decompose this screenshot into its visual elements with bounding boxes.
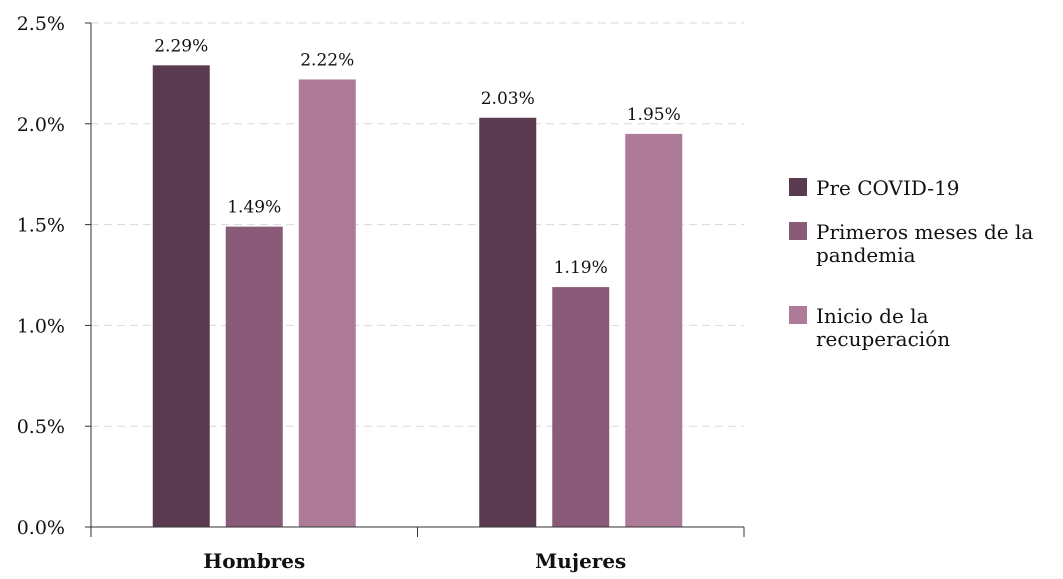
bar xyxy=(552,287,610,527)
legend-swatch xyxy=(789,222,807,240)
legend-label: Inicio de la recuperación xyxy=(816,304,950,351)
data-label: 2.29% xyxy=(154,36,208,56)
bar xyxy=(298,79,356,527)
legend-swatch xyxy=(789,306,807,324)
data-labels: 2.29% 1.49% 2.22% 2.03% 1.19% 1.95% xyxy=(154,36,681,278)
y-tick-label: 2.5% xyxy=(17,13,65,35)
bar xyxy=(225,226,283,527)
legend-label: Primeros meses de la pandemia xyxy=(816,220,1033,267)
data-label: 2.22% xyxy=(300,50,354,70)
bar xyxy=(625,133,683,527)
bar xyxy=(479,117,537,527)
data-label: 1.19% xyxy=(554,258,608,278)
legend-label: Pre COVID-19 xyxy=(816,176,960,200)
y-tick-label: 0.0% xyxy=(17,517,65,539)
x-category-label: Mujeres xyxy=(535,549,626,573)
y-tick-label: 1.5% xyxy=(17,215,65,237)
bars xyxy=(152,65,683,527)
data-label: 2.03% xyxy=(481,89,535,109)
y-tick-label: 1.0% xyxy=(17,315,65,337)
y-tick-label: 2.0% xyxy=(17,114,65,136)
legend-swatch xyxy=(789,178,807,196)
data-label: 1.95% xyxy=(627,105,681,125)
data-label: 1.49% xyxy=(227,198,281,218)
bar xyxy=(152,65,210,527)
axes: 0.0% 0.5% 1.0% 1.5% 2.0% 2.5% Hombres Mujeres xyxy=(17,13,745,573)
x-category-label: Hombres xyxy=(203,549,305,573)
legend: Pre COVID-19 Primeros meses de la pandemia… xyxy=(789,176,1033,351)
y-tick-label: 0.5% xyxy=(17,416,65,438)
